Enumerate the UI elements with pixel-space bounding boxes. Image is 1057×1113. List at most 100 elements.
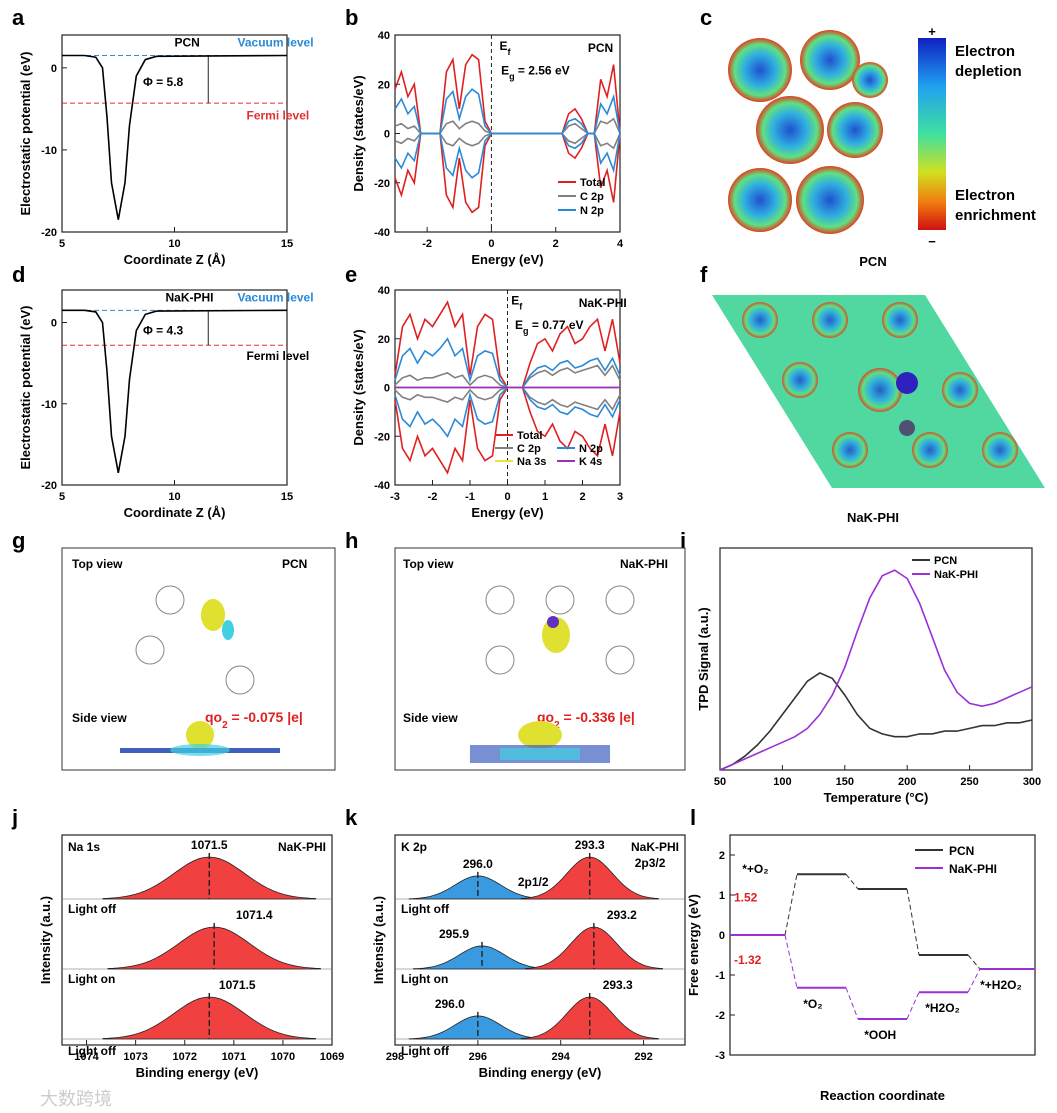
panel-f-charge-map: NaK-PHI (712, 295, 1045, 525)
x-tick-label: 2 (579, 491, 585, 503)
panel-letter-f: f (700, 262, 708, 287)
x-axis-label: Reaction coordinate (820, 1088, 945, 1103)
annotation: PCN (175, 35, 200, 49)
chart-k: 298 296 294 292 Binding energy (eV) Intensity… (371, 834, 686, 1080)
peak-label: 1071.4 (236, 908, 273, 922)
legend-label: N 2p (579, 443, 603, 455)
plot-frame (719, 547, 1033, 771)
x-tick-label: 15 (281, 491, 293, 503)
energy-annotation: -1.32 (734, 953, 762, 967)
legend-label: Total (580, 177, 605, 189)
peak-fill (102, 996, 317, 1040)
legend-label: N 2p (580, 205, 604, 217)
series-n-2p-spin-down (394, 132, 621, 179)
peak-fill (408, 1015, 547, 1040)
structure-side-view (120, 721, 280, 756)
peak-label: 293.3 (603, 978, 633, 992)
charge-map-blobs (728, 30, 888, 234)
x-tick-label: 15 (281, 238, 293, 250)
x-tick-label: 4 (617, 238, 624, 250)
y-tick-label: 0 (384, 129, 390, 141)
x-tick-label: 1074 (74, 1051, 99, 1063)
x-axis-label: Energy (eV) (471, 505, 543, 520)
peak-label: 293.3 (575, 838, 605, 852)
y-tick-label: 2 (719, 850, 725, 862)
peak-label: 296.0 (435, 997, 465, 1011)
annotation: Eg = 0.77 eV (515, 318, 584, 336)
y-axis-label: TPD Signal (a.u.) (696, 607, 711, 710)
y-tick-label: -2 (715, 1010, 725, 1022)
plot-frame (61, 289, 288, 486)
x-tick-label: 2 (553, 238, 559, 250)
annotation: Vacuum level (238, 290, 314, 304)
peak-label: 293.2 (607, 908, 637, 922)
annotation: Φ = 4.3 (143, 324, 184, 338)
x-tick-label: 298 (386, 1051, 404, 1063)
annotation: Eg = 2.56 eV (501, 63, 570, 81)
depletion-label-2: depletion (955, 63, 1022, 80)
annotation: Φ = 5.8 (143, 75, 184, 89)
watermark: 大数跨境 (40, 1089, 112, 1109)
connector (906, 888, 920, 956)
annotation: Na 1s (68, 840, 100, 854)
panel-g-charge-density: Top view PCN Side view qo2 = -0.075 |e| (61, 547, 336, 771)
condition-label: Light on (68, 972, 115, 986)
x-tick-label: 250 (960, 776, 978, 788)
chart-d: 5 10 15 0 -10 -20 Coordinate Z (Å) Electrostati… (18, 289, 314, 520)
y-axis-label: Electrostatic potential (eV) (18, 52, 33, 216)
series-nak-phi (62, 309, 288, 473)
y-tick-label: -20 (41, 227, 57, 239)
legend-label: C 2p (580, 191, 604, 203)
structure-side-view (470, 721, 610, 763)
y-tick-label: 0 (51, 318, 57, 330)
legend-label: Total (517, 430, 542, 442)
x-tick-label: 5 (59, 491, 65, 503)
step-label: *OOH (864, 1028, 896, 1042)
series-pcn (62, 54, 288, 220)
side-view-label: Side view (72, 711, 127, 725)
x-tick-label: 1073 (123, 1051, 147, 1063)
y-axis-label: Intensity (a.u.) (38, 896, 53, 984)
y-tick-label: 1 (719, 890, 725, 902)
x-tick-label: 5 (59, 238, 65, 250)
structure-top-view (135, 585, 255, 695)
legend-label: NaK-PHI (949, 862, 997, 876)
connector (967, 954, 981, 970)
charge-map-blobs (742, 302, 1018, 468)
panel-letter-g: g (12, 528, 25, 553)
y-tick-label: -40 (374, 227, 390, 239)
chart-a: 5 10 15 0 -10 -20 Coordinate Z (Å) Electrostati… (18, 34, 314, 267)
y-tick-label: -20 (41, 480, 57, 492)
chart-l: 2 1 0 -1 -2 -3 Reaction coordinate Free energy … (686, 834, 1036, 1103)
panel-letter-l: l (690, 805, 696, 830)
x-tick-label: -3 (390, 491, 400, 503)
x-tick-label: 1071 (222, 1051, 246, 1063)
legend-label: Na 3s (517, 456, 546, 468)
x-tick-label: 1 (542, 491, 548, 503)
y-axis-label: Intensity (a.u.) (371, 896, 386, 984)
panel-letter-c: c (700, 5, 712, 30)
connector (845, 987, 859, 1020)
annotation: Ef (499, 39, 511, 57)
x-tick-label: 100 (773, 776, 791, 788)
k-atom (896, 372, 918, 394)
step-label: *+H2O₂ (980, 978, 1022, 992)
depletion-label-1: Electron (955, 43, 1015, 60)
x-tick-label: 0 (504, 491, 510, 503)
plot-frame (729, 834, 1036, 1056)
peak-fill (408, 875, 547, 900)
structure-top-view (485, 585, 635, 675)
x-tick-label: 296 (469, 1051, 487, 1063)
peak-fill (412, 945, 552, 970)
panel-letter-b: b (345, 5, 358, 30)
panel-h-charge-density: Top view NaK-PHI Side view qo2 = -0.336 … (394, 547, 686, 771)
legend-label: NaK-PHI (934, 569, 978, 581)
x-tick-label: 10 (168, 491, 180, 503)
chart-e: -3 -2 -1 0 1 2 3 40 20 0 -20 -40 Energy (eV) Density … (351, 285, 627, 520)
condition-label: Light off (401, 1044, 450, 1058)
peak-fill (520, 996, 659, 1040)
chart-j: 1074 1073 1072 1071 1070 1069 Binding energy (… (38, 834, 344, 1080)
panel-letter-d: d (12, 262, 25, 287)
peak-label: 1071.5 (191, 838, 228, 852)
